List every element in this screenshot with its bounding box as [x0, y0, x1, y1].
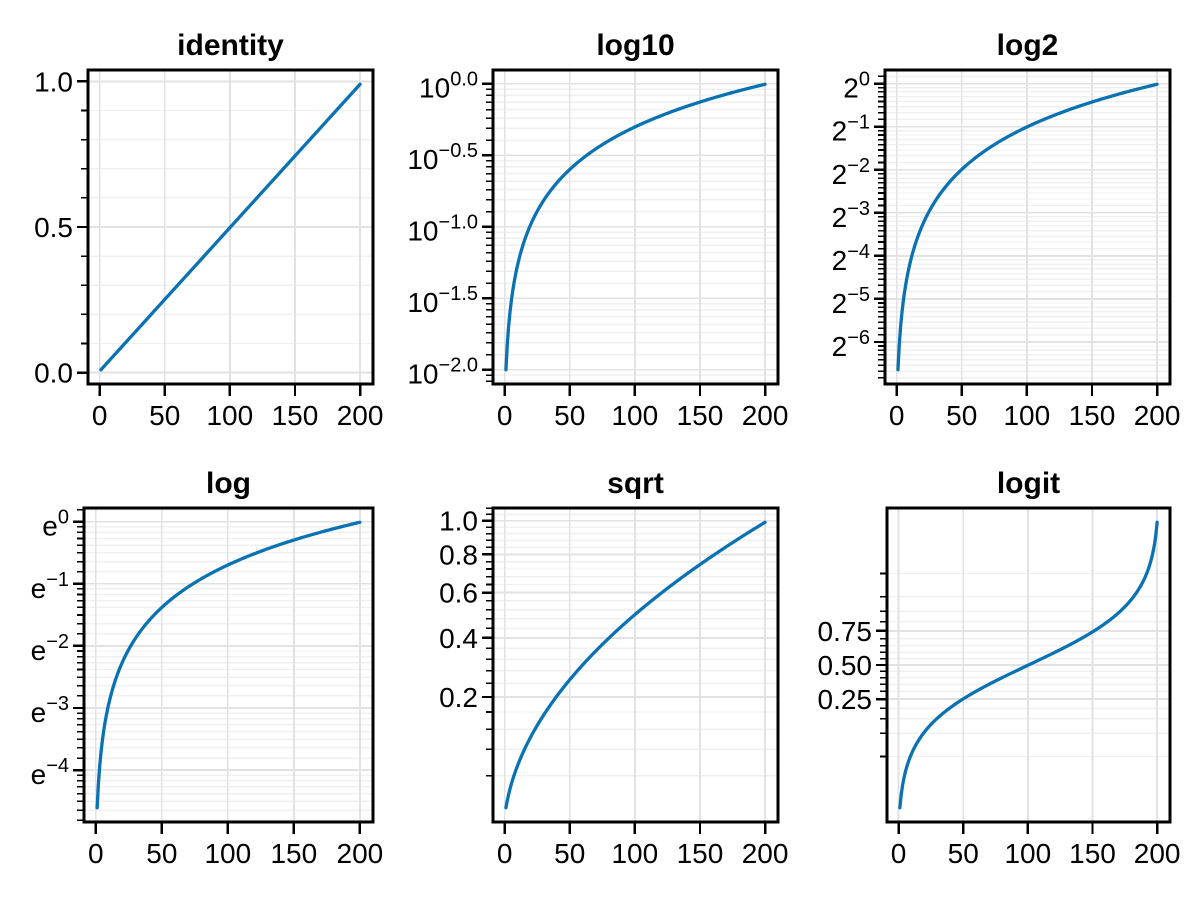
- x-tick-label: 50: [146, 838, 177, 869]
- chart-log2: 20 2−1 2−2 2−3 2−4 2−5 2−6 0 50 100 150 200 log2: [832, 29, 1181, 431]
- x-tick-label: 100: [611, 400, 658, 431]
- series-line: [896, 82, 1159, 372]
- y-tick-label: 2−3: [832, 198, 870, 233]
- x-tick-label: 150: [270, 838, 317, 869]
- axis-frame: [491, 506, 780, 824]
- x-tick-label: 200: [742, 838, 789, 869]
- axis-frame: [82, 506, 375, 824]
- y-tick-label: 0.75: [818, 616, 873, 647]
- y-tick-label: 10−1.0: [407, 212, 478, 247]
- x-tick-label: 150: [1069, 838, 1116, 869]
- x-tick-label: 0: [92, 400, 108, 431]
- x-tick-label: 50: [946, 400, 977, 431]
- axis-frame: [883, 68, 1172, 386]
- x-tick-label: 150: [272, 400, 319, 431]
- y-tick-label: 0.2: [439, 682, 478, 713]
- y-tick-label: e−2: [31, 631, 69, 666]
- x-tick-label: 200: [1134, 838, 1181, 869]
- y-tick-label: 10−2.0: [407, 355, 478, 390]
- series-line: [504, 520, 767, 810]
- x-tick-label: 50: [948, 838, 979, 869]
- x-tick-label: 0: [497, 400, 513, 431]
- series-line: [898, 520, 1159, 810]
- chart-title: sqrt: [607, 467, 664, 500]
- y-tick-label: 0.5: [34, 212, 73, 243]
- subplot-sqrt: 1.0 0.8 0.6 0.4 0.2 0 50 100 150 200 sqrt: [400, 450, 800, 900]
- x-tick-label: 150: [1069, 400, 1116, 431]
- x-tick-label: 100: [1004, 838, 1051, 869]
- axis-frame: [491, 68, 780, 386]
- x-tick-label: 0: [88, 838, 104, 869]
- chart-identity: 1.0 0.5 0.0 0 50 100 150 200 identity: [34, 29, 384, 431]
- axis-frame: [86, 68, 375, 386]
- x-tick-label: 0: [891, 838, 907, 869]
- x-tick-label: 0: [889, 400, 905, 431]
- chart-log: e0 e−1 e−2 e−3 e−4 0 50 100 150 200 log: [31, 467, 384, 869]
- y-tick-label: 2−6: [832, 327, 870, 362]
- x-tick-label: 150: [677, 400, 724, 431]
- y-tick-label: 2−2: [832, 155, 870, 190]
- axis-frame: [885, 506, 1172, 824]
- chart-title: logit: [997, 467, 1060, 500]
- y-tick-label: 10−1.5: [407, 283, 478, 318]
- y-tick-label: e−4: [31, 755, 69, 790]
- x-tick-label: 100: [204, 838, 251, 869]
- x-tick-label: 100: [1003, 400, 1050, 431]
- chart-logit: 0.750.500.25 0 50 100 150 200 logit: [818, 467, 1181, 869]
- y-tick-label: 100.0: [419, 69, 478, 104]
- x-tick-label: 50: [554, 838, 585, 869]
- y-tick-label: 2−1: [832, 112, 870, 147]
- subplot-identity: 1.0 0.5 0.0 0 50 100 150 200 identity: [0, 0, 400, 450]
- y-tick-label: 10−0.5: [407, 140, 478, 175]
- chart-sqrt: 1.00.8 0.6 0.4 0.2 0 50 100 150 200 sqrt: [439, 467, 789, 869]
- series-line: [95, 520, 362, 810]
- y-tick-label: 0.8: [439, 539, 478, 570]
- subplot-log2: 20 2−1 2−2 2−3 2−4 2−5 2−6 0 50 100 150 200 log2: [800, 0, 1200, 450]
- y-tick-label: 1.0: [34, 66, 73, 97]
- x-tick-label: 200: [337, 838, 384, 869]
- subplot-log: e0 e−1 e−2 e−3 e−4 0 50 100 150 200 log: [0, 450, 400, 900]
- y-tick-label: e−1: [31, 569, 69, 604]
- series-line: [504, 82, 767, 372]
- series-line: [99, 82, 362, 372]
- x-tick-label: 200: [742, 400, 789, 431]
- chart-title: log: [206, 467, 251, 500]
- chart-title: identity: [177, 29, 284, 62]
- y-tick-label: 0.4: [439, 623, 478, 654]
- y-tick-label: 0.50: [818, 650, 873, 681]
- y-tick-label: e−3: [31, 693, 69, 728]
- x-tick-label: 100: [611, 838, 658, 869]
- y-tick-label: 2−5: [832, 284, 870, 319]
- x-tick-label: 150: [677, 838, 724, 869]
- y-tick-label: 0.6: [439, 578, 478, 609]
- chart-title: log10: [596, 29, 674, 62]
- x-tick-label: 200: [1134, 400, 1181, 431]
- chart-log10: 100.0 10−0.5 10−1.0 10−1.5 10−2.0 0 50 100 150 20…: [407, 29, 789, 431]
- y-tick-label: 20: [843, 69, 870, 104]
- x-tick-label: 50: [149, 400, 180, 431]
- y-tick-label: 0.0: [34, 358, 73, 389]
- subplot-log10: 100.0 10−0.5 10−1.0 10−1.5 10−2.0 0 50 100 150 20…: [400, 0, 800, 450]
- x-tick-label: 100: [206, 400, 253, 431]
- y-tick-label: 1.0: [439, 506, 478, 537]
- y-tick-label: 2−4: [832, 241, 870, 276]
- x-tick-label: 50: [554, 400, 585, 431]
- subplot-logit: 0.75 0.50 0.25 0 50 100 150 200 logit: [800, 450, 1200, 900]
- x-tick-label: 200: [337, 400, 384, 431]
- y-tick-label: e0: [42, 507, 69, 542]
- x-tick-label: 0: [497, 838, 513, 869]
- chart-title: log2: [997, 29, 1059, 62]
- y-tick-label: 0.25: [818, 684, 873, 715]
